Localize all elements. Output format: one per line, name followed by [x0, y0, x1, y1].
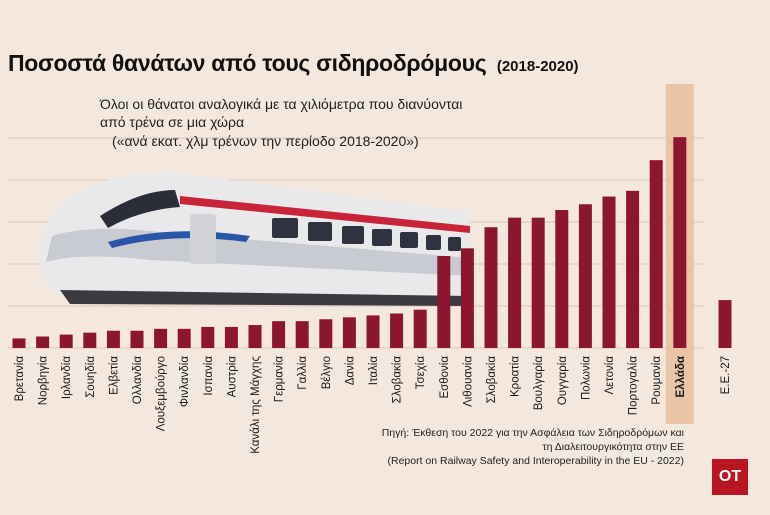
category-label: Ιταλία	[368, 356, 380, 386]
category-label: Ε.Ε.-27	[720, 356, 732, 394]
source-line-1: Πηγή: Έκθεση του 2022 για την Ασφάλεια τ…	[381, 427, 684, 439]
subtitle-line-2: από τρένα σε μια χώρα	[100, 114, 245, 130]
category-label: Ολλανδία	[132, 356, 144, 405]
category-label: Νορβηγία	[38, 356, 50, 406]
bar	[673, 137, 687, 348]
bar	[390, 313, 404, 348]
category-labels: Βρετανία Νορβηγία Ιρλανδία Σουηδία Ελβετία Ολ…	[14, 356, 732, 454]
bar	[130, 330, 144, 348]
bars	[12, 137, 732, 348]
category-label: Κροατία	[510, 356, 522, 397]
chart-title-years: (2018-2020)	[496, 58, 579, 75]
chart-title: Ποσοστά θανάτων από τους σιδηροδρόμους	[8, 50, 487, 76]
source-note: Πηγή: Έκθεση του 2022 για την Ασφάλεια τ…	[324, 426, 684, 468]
category-label: Ελλάδα	[675, 356, 687, 397]
category-label: Πολωνία	[580, 356, 592, 400]
bar	[83, 332, 97, 348]
subtitle-line-3: («ανά εκατ. χλμ τρένων την περίοδο 2018-…	[112, 133, 419, 149]
bar	[59, 334, 73, 348]
train-image	[40, 172, 470, 306]
category-label: Βρετανία	[14, 356, 26, 402]
bar	[201, 326, 215, 348]
category-label: Ρουμανία	[651, 356, 663, 405]
category-label: Λιθουανία	[462, 356, 474, 407]
bar	[531, 217, 545, 348]
category-label: Λετονία	[604, 356, 616, 395]
bar	[718, 300, 732, 348]
category-label: Βουλγαρία	[533, 356, 545, 411]
subtitle-line-1: Όλοι οι θάνατοι αναλογικά με τα χιλιόμετ…	[100, 96, 463, 112]
bar	[602, 196, 616, 348]
bar	[555, 210, 569, 348]
bar	[649, 160, 663, 348]
category-label: Δανία	[344, 356, 356, 386]
source-line-2: τη Διαλειτουργικότητα στην ΕΕ	[542, 441, 684, 453]
category-label: Σουηδία	[85, 356, 97, 398]
bar	[319, 319, 333, 348]
bar	[106, 330, 120, 348]
category-label: Ιρλανδία	[61, 356, 73, 399]
category-label: Γερμανία	[274, 356, 286, 403]
category-label: Ουγγαρία	[557, 356, 569, 405]
title-row: Ποσοστά θανάτων από τους σιδηροδρόμους (…	[8, 50, 579, 77]
bar	[154, 328, 168, 348]
category-label: Βέλγιο	[321, 356, 333, 389]
bar	[366, 315, 380, 348]
bar	[460, 248, 474, 348]
bar	[626, 190, 640, 348]
bar	[295, 321, 309, 348]
category-label: Φινλανδία	[179, 356, 191, 407]
category-label: Ισπανία	[203, 356, 215, 396]
bar	[272, 321, 286, 348]
category-label: Κανάλι της Μάγχης	[250, 356, 262, 454]
category-label: Σλοβακία	[392, 356, 404, 404]
category-label: Γαλλία	[297, 356, 309, 390]
bar	[484, 227, 498, 348]
bar	[248, 325, 262, 348]
category-label: Λουξεμβούργο	[156, 356, 168, 431]
bar	[12, 338, 26, 348]
ot-logo: OT	[712, 459, 748, 495]
bar	[224, 326, 238, 348]
bar	[437, 256, 451, 348]
category-label: Πορτογαλία	[628, 356, 640, 416]
category-label: Ελβετία	[108, 356, 120, 395]
category-label: Αυστρία	[226, 356, 238, 398]
bar	[413, 309, 427, 348]
bar	[578, 204, 592, 348]
category-label: Τσεχία	[415, 356, 427, 390]
bar	[177, 328, 191, 348]
source-line-3: (Report on Railway Safety and Interopera…	[387, 455, 685, 467]
bar	[342, 317, 356, 348]
category-label: Σλοβακία	[486, 356, 498, 404]
bar	[36, 336, 50, 348]
bar	[508, 217, 522, 348]
category-label: Εσθονία	[439, 356, 451, 399]
